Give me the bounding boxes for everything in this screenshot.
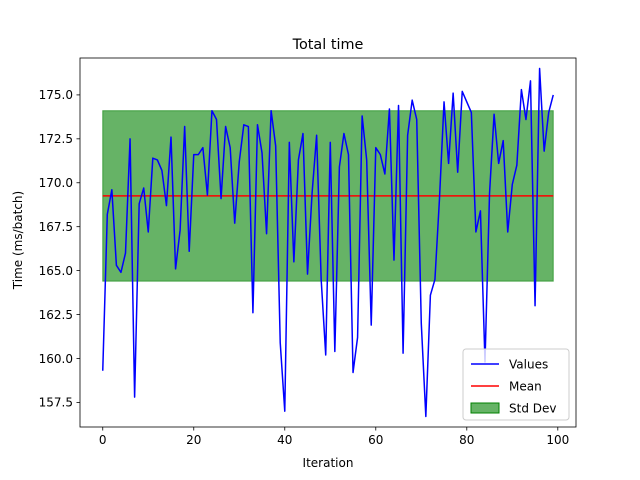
x-tick-label: 20	[186, 433, 201, 447]
y-tick-label: 175.0	[39, 88, 73, 102]
legend-std-label: Std Dev	[509, 402, 556, 416]
y-axis-label: Time (ms/batch)	[11, 191, 25, 290]
y-tick-label: 172.5	[39, 132, 73, 146]
x-tick-label: 100	[546, 433, 569, 447]
legend-std-swatch	[470, 402, 500, 414]
x-tick-label: 60	[368, 433, 383, 447]
chart-title: Total time	[292, 37, 364, 53]
values-series-line	[102, 67, 554, 418]
x-tick-label: 0	[99, 433, 107, 447]
legend-values-label: Values	[509, 358, 548, 372]
y-tick-label: 167.5	[39, 220, 73, 234]
y-tick-label: 162.5	[39, 308, 73, 322]
axes: 0 20 40 60 80 100 157.5 160.0 162.5 165.0 167.5 170…	[39, 57, 577, 447]
legend: Values Mean Std Dev	[462, 348, 570, 421]
y-tick-label: 157.5	[39, 396, 73, 410]
legend-mean-label: Mean	[509, 380, 542, 394]
x-tick-label: 40	[277, 433, 292, 447]
plot-frame	[79, 57, 577, 428]
y-tick-label: 170.0	[39, 176, 73, 190]
legend-frame	[462, 348, 570, 421]
x-axis-label: Iteration	[303, 456, 354, 470]
y-tick-label: 165.0	[39, 264, 73, 278]
x-tick-label: 80	[459, 433, 474, 447]
y-tick-label: 160.0	[39, 352, 73, 366]
